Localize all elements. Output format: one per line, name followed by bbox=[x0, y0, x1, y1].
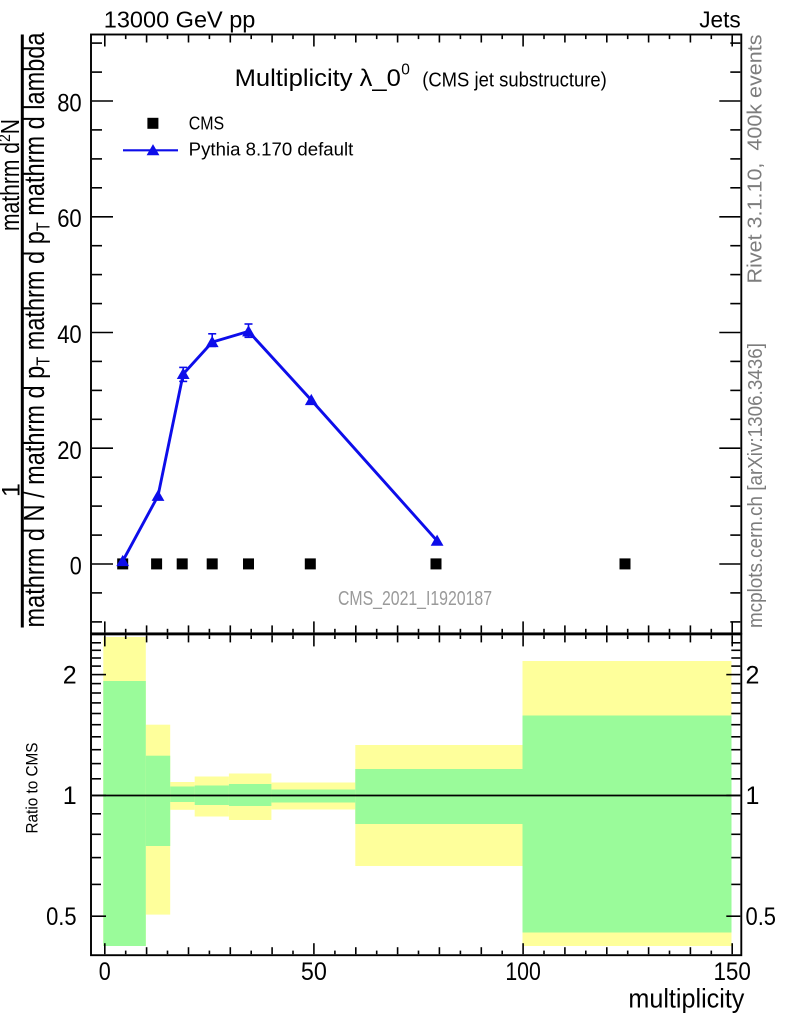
svg-text:mcplots.cern.ch [arXiv:1306.34: mcplots.cern.ch [arXiv:1306.3436] bbox=[745, 343, 767, 628]
svg-text:40: 40 bbox=[57, 321, 82, 349]
svg-text:20: 20 bbox=[57, 437, 82, 465]
svg-text:60: 60 bbox=[57, 205, 82, 233]
svg-text:Pythia 8.170 default: Pythia 8.170 default bbox=[189, 140, 354, 160]
svg-text:0.5: 0.5 bbox=[46, 903, 77, 931]
svg-text:multiplicity: multiplicity bbox=[628, 983, 745, 1013]
svg-text:mathrm d N / mathrm d pT mathr: mathrm d N / mathrm d pT mathrm d pT mat… bbox=[19, 32, 54, 628]
svg-text:2: 2 bbox=[63, 661, 77, 689]
svg-text:0: 0 bbox=[99, 958, 111, 986]
svg-text:1: 1 bbox=[63, 782, 77, 810]
svg-text:1: 1 bbox=[0, 483, 26, 497]
svg-text:(CMS jet substructure): (CMS jet substructure) bbox=[422, 70, 607, 92]
svg-text:Ratio to CMS: Ratio to CMS bbox=[23, 743, 42, 834]
svg-text:0: 0 bbox=[401, 62, 410, 79]
svg-text:13000 GeV pp: 13000 GeV pp bbox=[104, 6, 256, 32]
svg-text:150: 150 bbox=[713, 958, 751, 986]
svg-text:Jets: Jets bbox=[699, 6, 741, 32]
svg-text:Rivet 3.1.10, 400k events: Rivet 3.1.10, 400k events bbox=[745, 35, 767, 284]
svg-text:mathrm d2N: mathrm d2N bbox=[0, 119, 25, 231]
svg-text:Multiplicity λ_0: Multiplicity λ_0 bbox=[235, 65, 401, 92]
svg-text:100: 100 bbox=[505, 958, 541, 986]
svg-text:0: 0 bbox=[70, 553, 82, 581]
svg-text:2: 2 bbox=[746, 661, 760, 689]
svg-text:80: 80 bbox=[57, 90, 82, 118]
svg-text:1: 1 bbox=[746, 782, 760, 810]
svg-text:50: 50 bbox=[301, 958, 327, 986]
svg-text:CMS_2021_I1920187: CMS_2021_I1920187 bbox=[338, 588, 492, 610]
svg-text:0.5: 0.5 bbox=[746, 903, 777, 931]
svg-text:CMS: CMS bbox=[189, 114, 224, 134]
